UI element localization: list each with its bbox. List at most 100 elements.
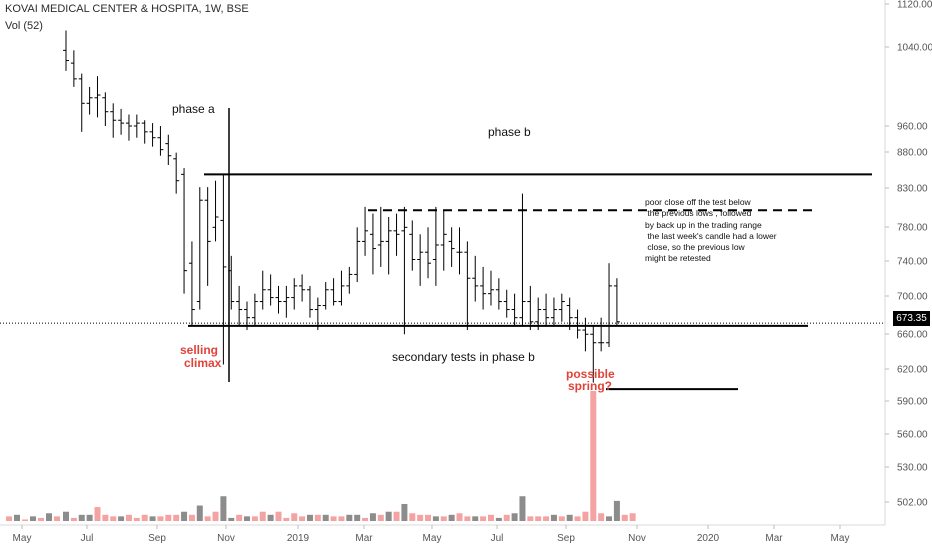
note-line: the previous lows , followed [645,208,752,219]
x-tick-label: Jul [81,533,94,544]
volume-bar [30,516,36,521]
volume-bars [6,391,636,521]
volume-bar [157,516,164,521]
ohlc-bar [165,134,172,165]
x-tick-label: 2020 [697,533,720,544]
ohlc-bar [503,289,510,318]
volume-bar [102,514,109,521]
ohlc-bar [267,274,274,306]
volume-bar [346,514,353,521]
volume-bar [38,517,44,521]
volume-bar [629,513,636,521]
volume-bar [425,514,432,521]
ohlc-bar [543,293,550,326]
volume-bar [582,511,589,521]
volume-bar [480,516,487,521]
note-line: by back up in the trading range [645,219,762,230]
ohlc-bar [401,206,408,335]
volume-bar [503,514,510,521]
ohlc-bar [448,227,455,267]
y-tick-label: 560.00 [897,430,928,441]
ohlc-bar [63,30,69,71]
ohlc-bar [314,297,321,331]
ohlc-bar [613,278,620,326]
ohlc-bar [511,293,518,326]
ohlc-bar [236,285,243,326]
ohlc-bar [78,73,85,132]
ohlc-bar [574,309,581,339]
ohlc-bar [377,206,384,267]
ohlc-bar [464,241,471,331]
volume-bar [181,511,188,521]
volume-bar [558,516,565,521]
x-tick-label: May [13,533,32,544]
ohlc-bar [606,263,613,348]
volume-bar [417,514,424,521]
ohlc-bar [417,234,424,286]
volume-bar [149,516,156,521]
ohlc-bar [495,278,502,310]
volume-bar [487,514,494,521]
volume-bar [432,516,439,521]
ohlc-bar [527,285,534,331]
annotation-climax: climax [184,356,222,370]
ohlc-bar [204,187,211,286]
x-tick-label: Mar [355,533,373,544]
x-tick-label: Nov [628,533,646,544]
ohlc-bar [330,278,337,306]
ohlc-bar [291,278,298,310]
volume-bar [54,516,60,521]
volume-bar [401,503,408,521]
x-tick-label: May [831,533,850,544]
volume-bar [527,516,534,521]
volume-bar [86,514,93,521]
volume-bar [330,516,337,521]
ohlc-bar [440,210,447,271]
ohlc-bar [86,86,93,115]
ohlc-bar [196,187,203,310]
x-tick-label: Sep [148,533,166,544]
ohlc-bar [212,180,219,242]
volume-bar [118,516,125,521]
ohlc-bar [299,274,306,302]
ohlc-bar [338,270,345,306]
ohlc-bar [550,297,557,326]
x-tick-label: 2019 [287,533,310,544]
trend-lines [0,108,885,391]
ohlc-bar [118,108,125,135]
annotation-phase-b: phase b [488,125,531,139]
y-tick-label: 700.00 [897,292,928,303]
volume-bar [543,516,550,521]
ohlc-bar [110,103,117,138]
ohlc-bar [70,50,77,87]
ohlc-bar [275,285,282,314]
annotation-spring: spring? [568,379,612,393]
ohlc-bar [432,206,439,286]
y-tick-label: 660.00 [897,330,928,341]
volume-bar [409,513,416,521]
volume-bar [275,511,282,521]
ohlc-bar [220,174,227,365]
volume-bar [110,516,117,521]
y-tick-label: 1040.00 [897,43,932,54]
volume-bar [196,505,203,521]
volume-bar [228,517,235,521]
volume-bar [550,514,557,521]
ohlc-bar [306,285,313,318]
ohlc-bar [535,297,542,331]
volume-bar [621,514,628,521]
volume-bar [472,516,479,521]
ohlc-bar [173,152,180,194]
x-tick-label: Sep [557,533,575,544]
volume-bar [574,516,581,521]
volume-bar [338,516,345,521]
volume-bar [125,514,132,521]
ohlc-bar [188,241,195,326]
volume-bar [291,513,298,521]
volume-bar [78,514,85,521]
volume-bar [354,514,361,521]
y-tick-label: 620.00 [897,365,928,376]
y-tick-label: 740.00 [897,257,928,268]
volume-bar [377,514,384,521]
